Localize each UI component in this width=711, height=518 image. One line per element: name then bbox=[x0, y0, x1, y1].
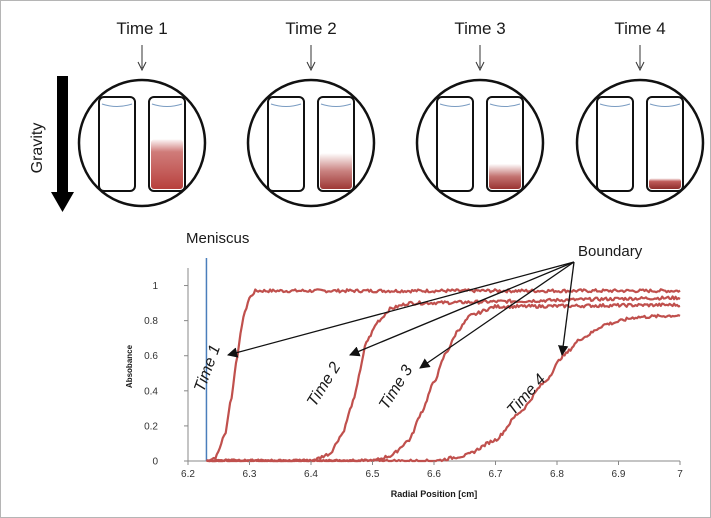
boundary-arrows bbox=[226, 261, 575, 369]
cell-circle bbox=[575, 78, 705, 208]
curve-label: Time 1 bbox=[191, 343, 224, 395]
reference-meniscus bbox=[439, 103, 471, 107]
y-tick-label: 0.8 bbox=[144, 316, 158, 327]
sample-meniscus bbox=[489, 103, 521, 107]
chart-curves bbox=[206, 288, 681, 463]
curve-3 bbox=[206, 302, 681, 463]
curve-1 bbox=[206, 288, 681, 463]
x-tick-label: 6.4 bbox=[304, 469, 318, 480]
curve-label: Time 4 bbox=[504, 371, 549, 419]
y-tick-label: 0 bbox=[152, 457, 158, 468]
cell-circle bbox=[246, 78, 376, 208]
sample-tube bbox=[148, 96, 186, 192]
x-tick-label: 6.6 bbox=[427, 469, 441, 480]
sample-meniscus bbox=[649, 103, 681, 107]
time-panel: Time 3 bbox=[415, 19, 545, 208]
time-title: Time 2 bbox=[285, 19, 336, 38]
boundary-arrow bbox=[558, 261, 575, 357]
gravity-arrow-head bbox=[51, 192, 74, 212]
curve-4 bbox=[206, 313, 681, 463]
reference-meniscus bbox=[101, 103, 133, 107]
boundary-arrow bbox=[349, 261, 575, 357]
x-axis-label: Radial Position [cm] bbox=[391, 489, 478, 499]
cell-circle bbox=[415, 78, 545, 208]
x-tick-label: 6.7 bbox=[489, 469, 503, 480]
time-arrow-head bbox=[475, 61, 485, 72]
gravity-arrow-shaft bbox=[57, 76, 68, 192]
x-tick-label: 7 bbox=[677, 469, 683, 480]
sample-fill bbox=[489, 163, 521, 189]
reference-meniscus bbox=[270, 103, 302, 107]
y-tick-label: 0.2 bbox=[144, 421, 158, 432]
boundary-arrow bbox=[419, 261, 575, 369]
x-tick-label: 6.9 bbox=[612, 469, 626, 480]
time-panel: Time 4 bbox=[575, 19, 705, 208]
gravity-label: Gravity bbox=[29, 123, 46, 174]
time-title: Time 1 bbox=[116, 19, 167, 38]
y-axis-label: Absobance bbox=[125, 344, 134, 388]
x-tick-label: 6.8 bbox=[550, 469, 564, 480]
time-arrow-head bbox=[137, 61, 147, 72]
time-arrow-head bbox=[635, 61, 645, 72]
gravity-indicator: Gravity bbox=[29, 76, 74, 212]
boundary-label: Boundary bbox=[578, 243, 643, 260]
chart-ticks: 6.2 6.3 6.4 6.5 6.6 6.7 6.8 6.9 7 0 0.2 0.4 0.6 0.8 1 bbox=[144, 281, 683, 480]
y-tick-label: 1 bbox=[152, 281, 158, 292]
time-panels: Time 1 Time 2 Time 3 Time 4 bbox=[77, 19, 705, 208]
cell-circle bbox=[77, 78, 207, 208]
meniscus-label: Meniscus bbox=[186, 230, 249, 247]
sample-meniscus bbox=[151, 103, 183, 107]
time-arrow-head bbox=[306, 61, 316, 72]
time-panel: Time 2 bbox=[246, 19, 376, 208]
sample-meniscus bbox=[320, 103, 352, 107]
x-tick-label: 6.2 bbox=[181, 469, 195, 480]
boundary-arrow bbox=[226, 261, 575, 358]
curve-label: Time 3 bbox=[376, 362, 416, 412]
sample-fill bbox=[649, 178, 681, 189]
curve-labels: Time 1 Time 2 Time 3 Time 4 bbox=[191, 343, 549, 419]
y-tick-label: 0.4 bbox=[144, 386, 158, 397]
sample-tube bbox=[317, 96, 355, 192]
time-panel: Time 1 bbox=[77, 19, 207, 208]
reference-meniscus bbox=[599, 103, 631, 107]
sample-fill bbox=[320, 153, 352, 189]
x-tick-label: 6.3 bbox=[243, 469, 257, 480]
sample-tube bbox=[486, 96, 524, 192]
time-title: Time 4 bbox=[614, 19, 665, 38]
curve-2 bbox=[206, 295, 681, 463]
sedimentation-chart: 6.2 6.3 6.4 6.5 6.6 6.7 6.8 6.9 700.20.40.60.81 … bbox=[125, 230, 683, 499]
y-tick-label: 0.6 bbox=[144, 351, 158, 362]
reference-tube bbox=[98, 96, 136, 192]
reference-tube bbox=[267, 96, 305, 192]
sample-tube bbox=[646, 96, 684, 192]
x-tick-label: 6.5 bbox=[366, 469, 380, 480]
sample-fill bbox=[151, 139, 183, 189]
reference-tube bbox=[596, 96, 634, 192]
time-title: Time 3 bbox=[454, 19, 505, 38]
reference-tube bbox=[436, 96, 474, 192]
curve-label: Time 2 bbox=[304, 359, 344, 409]
